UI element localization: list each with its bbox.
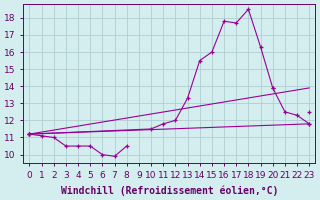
- X-axis label: Windchill (Refroidissement éolien,°C): Windchill (Refroidissement éolien,°C): [60, 185, 278, 196]
